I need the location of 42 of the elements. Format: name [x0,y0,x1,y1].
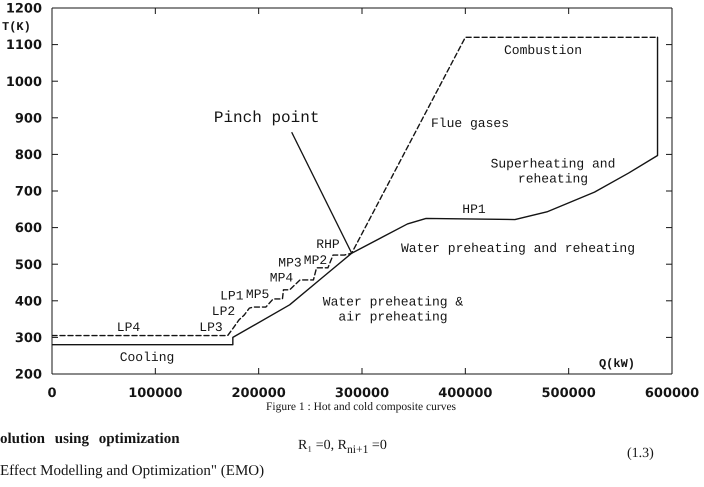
y-tick-label: 1200 [6,2,42,17]
x-tick-label: 200000 [232,386,286,402]
annotation: Pinch point [214,109,320,128]
text: (1.3) [627,446,654,462]
x-tick-label: 100000 [128,386,182,402]
y-tick-label: 900 [14,111,42,126]
annotation: HP1 [462,202,486,216]
annotation: MP3 [278,255,302,270]
annotation: MP2 [304,252,328,268]
y-tick-label: 1000 [6,74,42,90]
text: Effect Modelling and Optimization" (EMO) [0,463,264,480]
annotation: Cooling [120,350,174,365]
annotation: Flue gases [430,116,510,130]
annotation: Combustion [504,42,582,58]
y-tick-label: 600 [14,221,42,236]
annotation: Superheating and reheating [490,156,616,186]
text: olution using optimization [0,431,180,448]
x-axis-title: Q(kW) [598,357,636,371]
caption: Figure 1 : Hot and cold composite curves [266,401,456,414]
annotation: LP4 [116,320,140,335]
y-tick-label: 500 [14,258,42,273]
x-tick-label: 600000 [644,386,700,402]
text: R₁ =0, R$_{ni+1}$ =0 [298,438,387,457]
annotation: Water preheating and reheating [400,240,636,256]
x-tick-label: 400000 [438,386,492,402]
x-tick-label: 300000 [334,386,390,402]
y-tick-label: 1100 [6,38,42,54]
y-tick-label: 800 [14,148,42,164]
x-tick-label: 0 [47,386,57,402]
annotation: LP3 [199,320,223,335]
annotation: LP1 [220,288,244,304]
annotation: MP5 [246,286,270,302]
annotation: MP4 [270,270,294,286]
y-axis-title: T(K) [2,20,31,34]
y-tick-label: 300 [14,331,42,346]
y-tick-label: 700 [14,184,42,200]
annotation: LP2 [212,304,236,318]
y-tick-label: 400 [14,294,42,310]
x-tick-label: 500000 [542,386,596,402]
y-tick-label: 200 [14,368,42,383]
annotation: Water preheating & air preheating [322,294,464,324]
annotation: RHP [316,236,340,252]
